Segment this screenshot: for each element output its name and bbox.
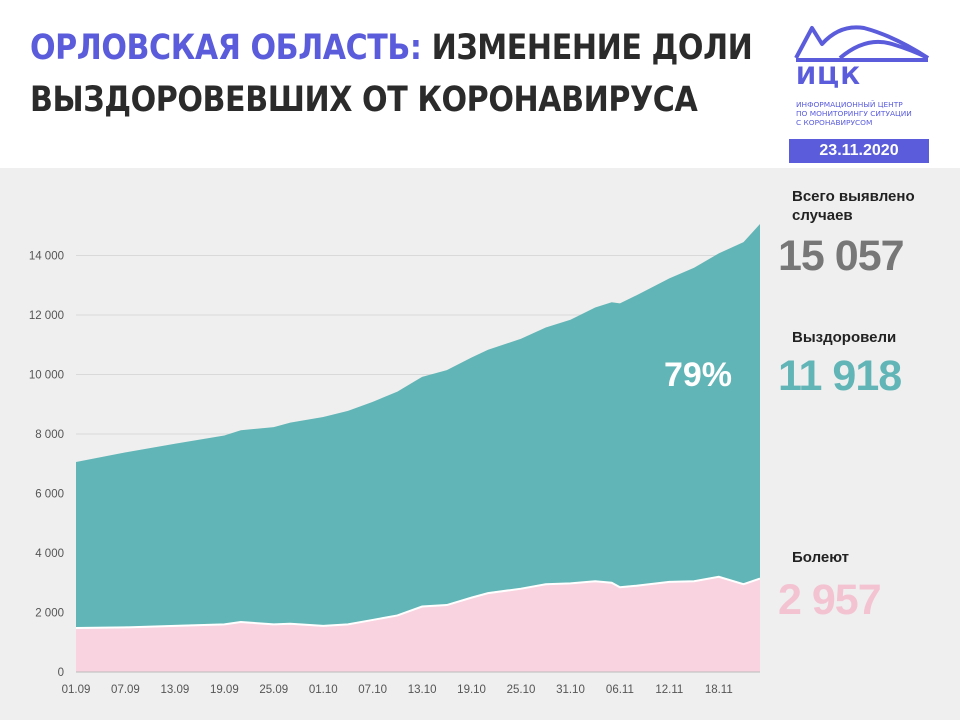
title-region: ОРЛОВСКАЯ ОБЛАСТЬ: xyxy=(30,28,422,68)
x-tick-label: 19.09 xyxy=(210,684,239,696)
x-tick-label: 13.10 xyxy=(408,684,437,696)
sick-boundary-line xyxy=(75,575,761,629)
sick-area xyxy=(76,576,760,672)
logo-mountain-icon xyxy=(794,25,930,62)
sick-label: Болеют xyxy=(792,549,850,566)
x-tick-label: 01.10 xyxy=(309,684,338,696)
header: ОРЛОВСКАЯ ОБЛАСТЬ: ИЗМЕНЕНИЕ ДОЛИ ВЫЗДОР… xyxy=(0,0,960,168)
recovered-area xyxy=(76,224,760,628)
chart-panel: 0 2 000 4 000 6 000 8 000 10 000 12 000 14 000 0… xyxy=(0,168,960,720)
x-tick-label: 19.10 xyxy=(457,684,486,696)
sick-value: 2 957 xyxy=(778,576,882,624)
total-label: Всего выявлено случаев xyxy=(792,188,915,224)
x-tick-label: 12.11 xyxy=(655,684,683,696)
recovered-label: Выздоровели xyxy=(792,329,897,346)
x-tick-label: 06.11 xyxy=(606,684,634,696)
x-tick-label: 01.09 xyxy=(62,684,91,696)
title-line1: ИЗМЕНЕНИЕ ДОЛИ xyxy=(431,28,753,68)
x-tick-label: 25.10 xyxy=(507,684,536,696)
logo: ИЦК Информационный центр по мониторингу … xyxy=(794,22,934,162)
x-tick-label: 18.11 xyxy=(705,684,733,696)
y-tick-label: 14 000 xyxy=(29,250,64,262)
y-tick-label: 10 000 xyxy=(29,369,64,381)
y-tick-label: 6 000 xyxy=(35,488,64,500)
x-tick-label: 25.09 xyxy=(259,684,288,696)
recovered-share-label: 79% xyxy=(664,356,732,394)
title-line2: ВЫЗДОРОВЕВШИХ ОТ КОРОНАВИРУСА xyxy=(30,80,698,120)
recovered-value: 11 918 xyxy=(778,352,902,400)
logo-subtitle: Информационный центр по мониторингу ситу… xyxy=(796,100,912,127)
logo-name: ИЦК xyxy=(796,62,861,90)
y-tick-label: 12 000 xyxy=(29,310,64,322)
y-tick-label: 0 xyxy=(58,667,64,679)
x-tick-label: 13.09 xyxy=(161,684,190,696)
total-value: 15 057 xyxy=(778,232,905,280)
x-tick-label: 31.10 xyxy=(556,684,585,696)
x-tick-label: 07.10 xyxy=(358,684,387,696)
page-title: ОРЛОВСКАЯ ОБЛАСТЬ: ИЗМЕНЕНИЕ ДОЛИ ВЫЗДОР… xyxy=(30,22,753,126)
date-badge: 23.11.2020 xyxy=(789,139,929,163)
y-tick-label: 4 000 xyxy=(35,548,64,560)
y-tick-label: 8 000 xyxy=(35,429,64,441)
y-tick-label: 2 000 xyxy=(35,607,64,619)
x-tick-label: 07.09 xyxy=(111,684,140,696)
area-chart: 0 2 000 4 000 6 000 8 000 10 000 12 000 14 000 0… xyxy=(29,224,761,696)
